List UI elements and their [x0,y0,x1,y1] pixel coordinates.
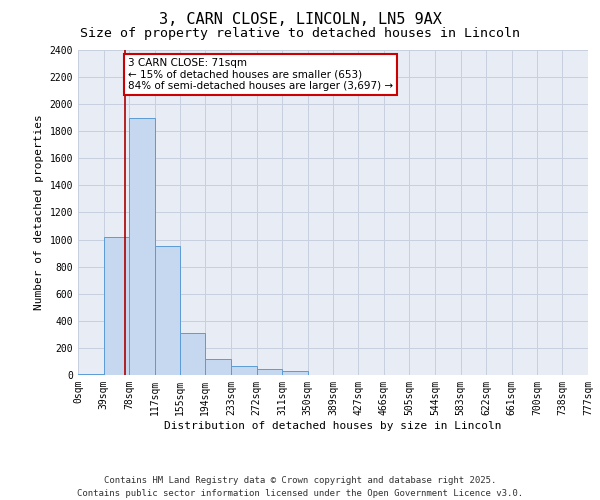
Text: Size of property relative to detached houses in Lincoln: Size of property relative to detached ho… [80,28,520,40]
Bar [282,371,308,375]
Bar [78,374,104,375]
Text: 3, CARN CLOSE, LINCOLN, LN5 9AX: 3, CARN CLOSE, LINCOLN, LN5 9AX [158,12,442,28]
Text: 3 CARN CLOSE: 71sqm
← 15% of detached houses are smaller (653)
84% of semi-detac: 3 CARN CLOSE: 71sqm ← 15% of detached ho… [128,58,393,92]
Text: Contains HM Land Registry data © Crown copyright and database right 2025.
Contai: Contains HM Land Registry data © Crown c… [77,476,523,498]
Bar [205,359,231,375]
X-axis label: Distribution of detached houses by size in Lincoln: Distribution of detached houses by size … [164,420,502,430]
Bar [129,118,155,375]
Bar [257,369,282,375]
Bar [104,237,129,375]
Bar [231,366,257,375]
Bar [180,333,205,375]
Y-axis label: Number of detached properties: Number of detached properties [34,114,44,310]
Bar [155,246,180,375]
